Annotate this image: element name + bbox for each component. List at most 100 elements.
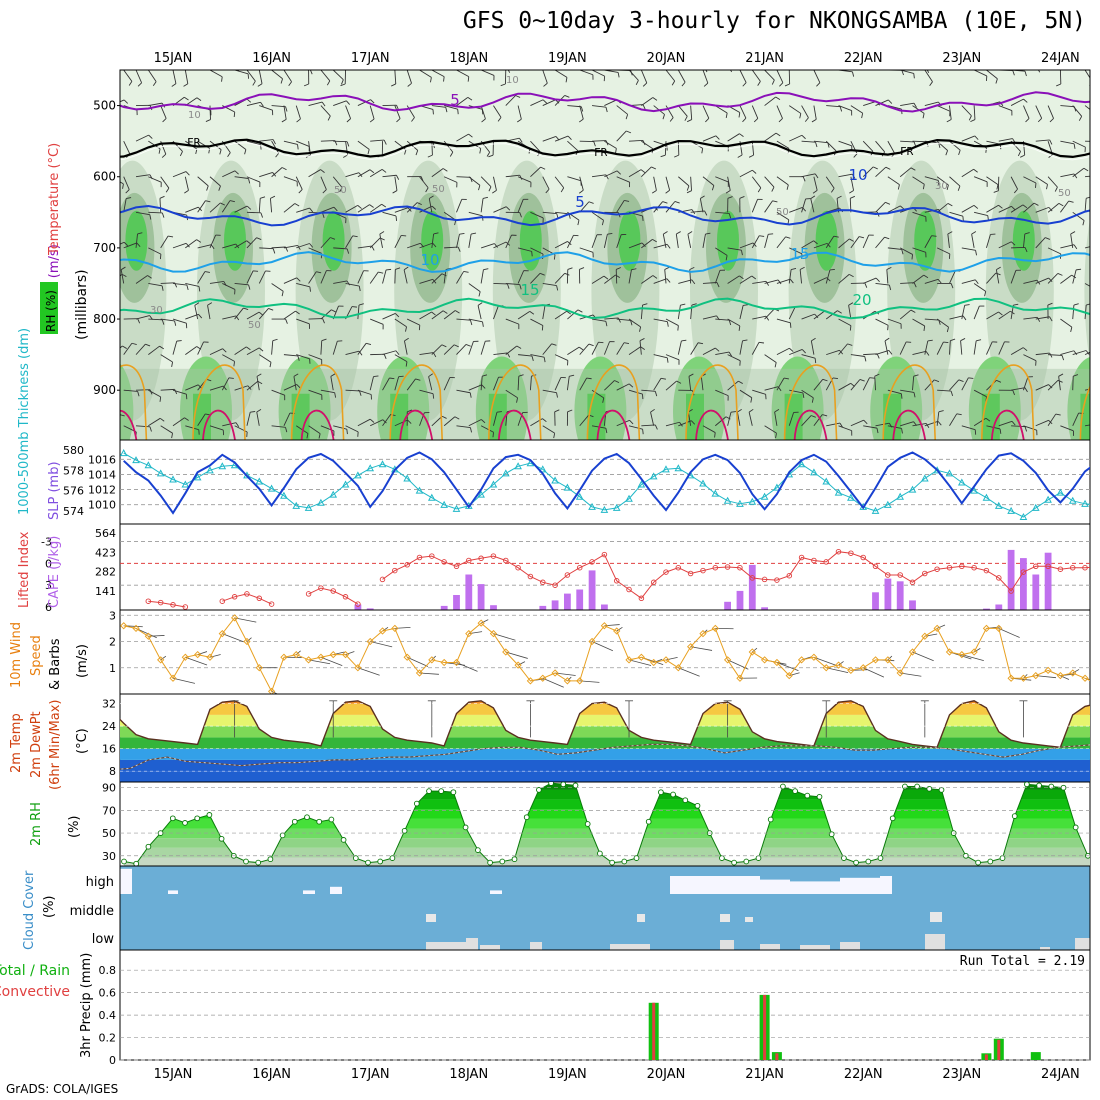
wind-barb xyxy=(320,309,332,320)
wind-barb xyxy=(542,211,557,215)
wind-barb-flag xyxy=(341,79,344,85)
wind-barb-flag xyxy=(740,250,743,256)
wind-barb xyxy=(308,247,322,254)
wind-barb-flag xyxy=(885,201,891,205)
wind-barb xyxy=(825,269,831,284)
wind-barb xyxy=(986,341,993,355)
wind-barb xyxy=(147,70,157,82)
wind-speed-marker xyxy=(144,632,152,640)
wind-barb xyxy=(826,422,841,427)
wind-barb-flag xyxy=(999,428,1002,434)
wind-barb xyxy=(530,247,544,255)
wind-barb xyxy=(517,310,531,320)
wind-barb xyxy=(998,138,1013,142)
precip-tick-label: 0.4 xyxy=(99,1009,117,1022)
li-tick-label: 0 xyxy=(45,557,52,570)
wind-barb-flag xyxy=(872,166,878,170)
rh-marker xyxy=(853,859,859,866)
wind-barb-flag xyxy=(937,180,940,186)
wind-barb-flag xyxy=(946,327,949,333)
wind-barb xyxy=(234,205,248,213)
wind-barb xyxy=(887,176,900,185)
wind-barb-flag xyxy=(698,342,704,345)
cape-bar xyxy=(724,601,731,610)
wind-barb xyxy=(444,246,459,249)
wind-barb xyxy=(271,167,283,178)
wind-barb xyxy=(271,140,280,154)
isotherm-25 xyxy=(695,409,729,440)
wind-barb xyxy=(677,305,681,320)
wind-barb xyxy=(752,315,767,320)
rh-marker xyxy=(792,788,798,794)
wind-barb xyxy=(379,234,383,248)
wind-barb xyxy=(1072,305,1075,320)
wind-barb xyxy=(493,283,508,285)
wind-barb-flag xyxy=(676,231,681,235)
wind-barb xyxy=(567,309,579,320)
wind-barb xyxy=(715,351,730,356)
wind-barb-flag xyxy=(210,63,214,66)
wind-barb-flag xyxy=(392,190,398,194)
wind-barb xyxy=(628,269,632,284)
wind-barb xyxy=(715,416,727,427)
wind-barb-flag xyxy=(1049,118,1054,123)
wind-barb-10m xyxy=(616,627,623,632)
wind-barb-flag xyxy=(937,421,942,426)
wind-barb xyxy=(949,105,952,120)
wind-barb xyxy=(776,70,784,83)
wind-barb-flag xyxy=(404,337,409,342)
rh-lowlevel-core xyxy=(1080,393,1090,440)
wind-barb-flag xyxy=(381,203,387,208)
lifted-index-marker xyxy=(761,576,768,583)
wind-barb xyxy=(986,204,999,213)
wind-barb xyxy=(443,176,458,183)
wind-barb xyxy=(1084,424,1090,427)
wind-barb-flag xyxy=(411,117,415,122)
rh-lowlevel-core xyxy=(291,393,310,440)
wind-barb-flag xyxy=(652,275,658,279)
wind-barb xyxy=(394,176,398,191)
wind-speed-marker xyxy=(317,653,325,661)
wind-barb xyxy=(382,414,392,427)
wind-barb xyxy=(748,412,753,426)
wind-barb xyxy=(468,318,483,323)
wind-barb-flag xyxy=(554,409,560,413)
wind-barb xyxy=(259,247,274,250)
wind-barb xyxy=(234,240,247,249)
wind-barb xyxy=(825,235,835,249)
wind-barb-flag xyxy=(148,134,153,139)
wind-barb xyxy=(774,411,778,426)
rh-marker xyxy=(194,815,201,822)
rh-marker xyxy=(536,787,542,793)
rh-marker xyxy=(1011,813,1018,819)
low-cloud-bar xyxy=(800,945,830,950)
wind-barb-flag xyxy=(113,154,117,157)
wind-barb xyxy=(456,344,467,355)
wind-barb-flag xyxy=(243,307,249,311)
wind-barb-flag xyxy=(309,207,314,213)
thickness-marker xyxy=(218,462,227,470)
wind-barb xyxy=(246,380,259,391)
wind-barb xyxy=(1072,412,1080,426)
wind-barb-flag xyxy=(654,391,658,397)
thickness-marker xyxy=(920,474,929,482)
wind-barb-flag xyxy=(539,272,545,276)
wind-barb xyxy=(665,421,680,427)
wind-barb xyxy=(542,343,552,355)
wind-barb-flag xyxy=(689,266,695,270)
wind-barb xyxy=(641,97,654,106)
lifted-index-marker xyxy=(342,594,349,600)
wind-barb xyxy=(850,419,864,427)
wind-barb xyxy=(369,203,382,213)
wind-barb-flag xyxy=(407,409,413,413)
wind-barb xyxy=(653,378,662,391)
lifted-index-marker xyxy=(318,585,324,591)
wind-barb-flag xyxy=(244,149,247,155)
wind-barb xyxy=(616,234,622,249)
thickness-marker xyxy=(773,483,781,491)
wind-barb-flag xyxy=(739,275,744,280)
wind-barb-flag xyxy=(598,341,604,344)
wind-barb xyxy=(641,275,654,284)
isotherm-20 xyxy=(192,364,246,440)
wind-barb xyxy=(776,105,783,119)
